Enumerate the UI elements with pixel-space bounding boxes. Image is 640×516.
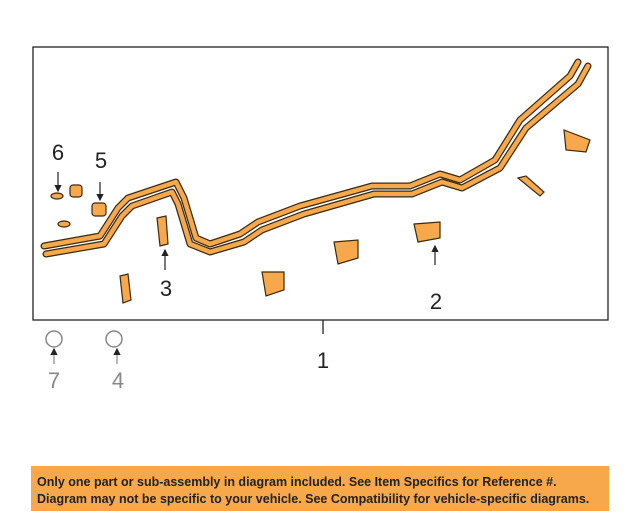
notice-text: Only one part or sub-assembly in diagram… xyxy=(37,475,557,489)
notice-text: Diagram may not be specific to your vehi… xyxy=(37,492,589,506)
callout: 7 xyxy=(48,368,60,393)
brake-line xyxy=(40,58,592,258)
callout: 6 xyxy=(52,140,64,165)
callout: 3 xyxy=(160,276,172,301)
callout: 4 xyxy=(112,368,124,393)
parts xyxy=(45,129,591,348)
arrows xyxy=(50,172,439,364)
callout: 1 xyxy=(317,348,329,373)
notice-banner xyxy=(31,466,609,511)
callout: 2 xyxy=(430,289,442,314)
frame xyxy=(32,46,609,321)
callout: 5 xyxy=(95,148,107,173)
